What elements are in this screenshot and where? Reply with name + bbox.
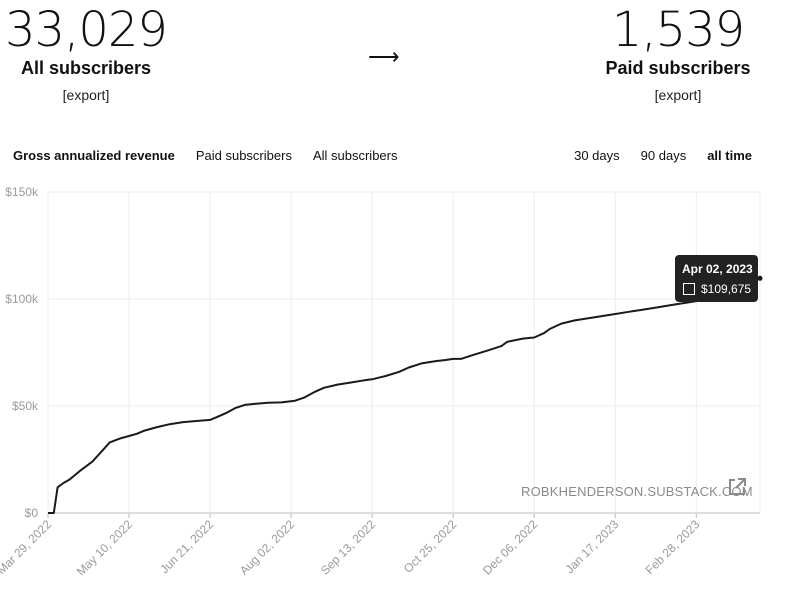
tab-all-subscribers[interactable]: All subscribers [312,148,398,163]
all-subscribers-label: All subscribers [20,58,152,78]
y-tick-label: $0 [25,506,39,520]
y-tick-label: $100k [5,292,39,306]
x-tick-label: May 10, 2022 [74,517,136,579]
x-tick-label: Jan 17, 2023 [562,517,621,576]
x-tick-label: Dec 06, 2022 [480,517,541,578]
external-link-icon[interactable] [726,476,748,498]
revenue-line [48,277,761,514]
tab-gross-annualized-revenue[interactable]: Gross annualized revenue [13,148,175,163]
revenue-chart: $0 $50k $100k $150k Mar 29, 2022 May 10, 2022… [0,185,763,579]
tooltip-legend-swatch [683,283,695,295]
tooltip-value: $109,675 [701,282,752,296]
all-subscribers-count: 33,029 [5,2,168,58]
watermark-url: ROBKHENDERSON.SUBSTACK.COM [521,484,753,499]
range-90-days[interactable]: 90 days [640,148,687,163]
all-subscribers-export-link[interactable]: [export] [62,87,110,103]
paid-subscribers-export-link[interactable]: [export] [654,87,702,103]
arrow-icon: ⟶ [368,44,400,69]
time-range-selector: 30 days 90 days all time [574,148,752,163]
x-tick-label: Sep 13, 2022 [318,517,379,578]
x-tick-label: Mar 29, 2022 [0,517,54,577]
all-subscribers-stat: 33,029 All subscribers [export] [0,0,172,103]
range-all-time[interactable]: all time [707,148,752,163]
tab-paid-subscribers[interactable]: Paid subscribers [195,148,292,163]
paid-subscribers-stat: 1,539 Paid subscribers [export] [594,0,762,103]
x-tick-label: Aug 02, 2022 [237,517,298,578]
y-tick-label: $50k [12,399,39,413]
metric-tabs: Gross annualized revenue Paid subscriber… [13,148,397,163]
x-tick-label: Oct 25, 2022 [401,517,460,576]
range-30-days[interactable]: 30 days [574,148,620,163]
tooltip-date: Apr 02, 2023 [682,262,753,276]
x-tick-label: Feb 28, 2023 [643,517,703,577]
chart-tooltip: Apr 02, 2023 $109,675 [675,255,758,302]
paid-subscribers-label: Paid subscribers [605,58,751,78]
hover-point [757,275,763,281]
paid-subscribers-count: 1,539 [611,2,745,58]
x-tick-label: Jun 21, 2022 [157,517,216,576]
y-tick-label: $150k [5,185,39,199]
